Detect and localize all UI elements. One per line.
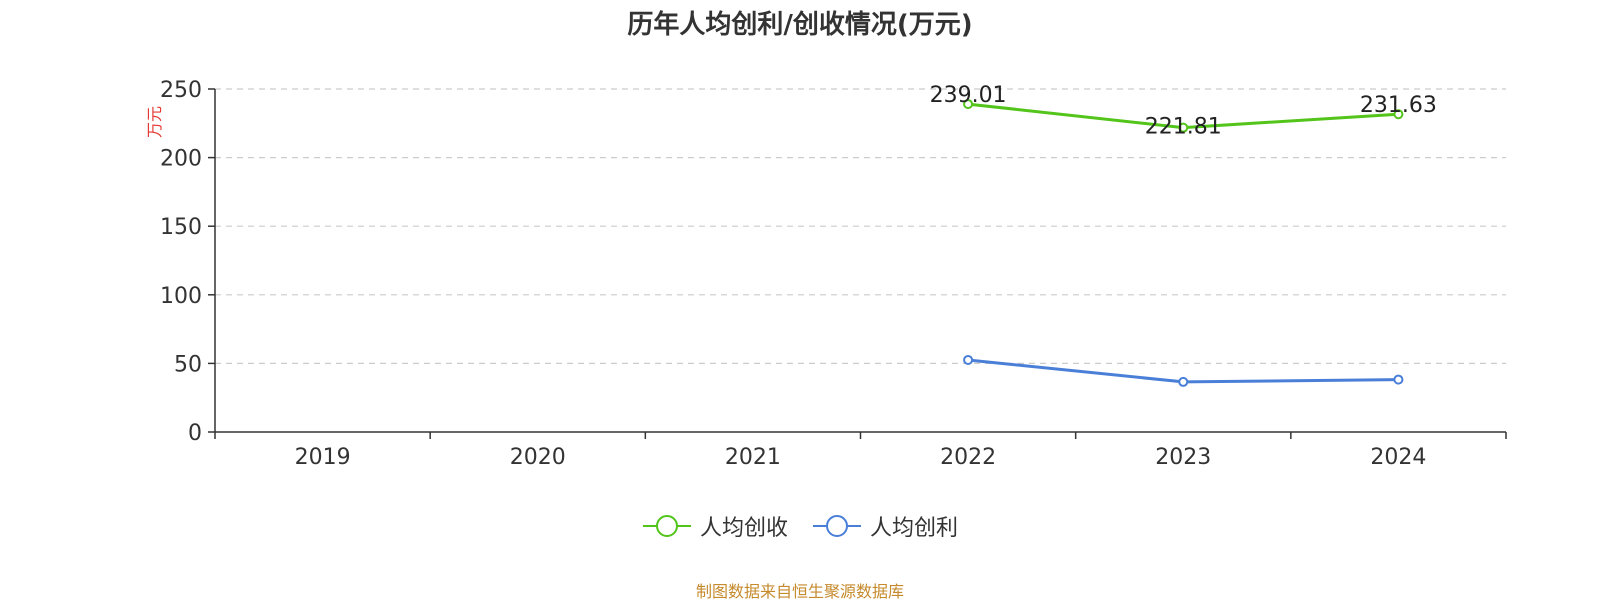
y-axis-label: 万元 [145, 106, 164, 138]
x-tick-label: 2022 [940, 445, 996, 470]
x-tick-label: 2024 [1370, 445, 1426, 470]
chart-title: 历年人均创利/创收情况(万元) [627, 10, 973, 40]
legend-item[interactable]: 人均创收 [642, 510, 788, 542]
data-point [1393, 109, 1404, 120]
y-tick-label: 200 [160, 147, 202, 172]
legend-label: 人均创利 [870, 516, 959, 541]
y-tick-label: 100 [160, 284, 202, 309]
data-label: 221.81 [1145, 115, 1222, 140]
axis-layer: 0 50 100 150 200 250 2019 2020 2021 2022 2023 2024 万… [145, 78, 1507, 470]
x-tick-label: 2023 [1155, 445, 1211, 470]
data-label: 239.01 [930, 83, 1007, 108]
y-tick-label: 50 [174, 352, 202, 377]
y-tick-label: 250 [160, 78, 202, 103]
data-point [1178, 376, 1189, 387]
legend-marker-icon [813, 515, 861, 537]
series-layer [963, 99, 1404, 387]
legend-label: 人均创收 [699, 516, 788, 541]
legend-item[interactable]: 人均创利 [812, 510, 958, 542]
y-tick-label: 0 [188, 421, 202, 446]
y-tick-label: 150 [160, 215, 202, 240]
data-label: 231.63 [1360, 93, 1437, 118]
legend: 人均创收 人均创利 [0, 506, 1600, 546]
data-point [1393, 374, 1404, 385]
grid-layer [215, 88, 1506, 364]
source-note: 制图数据来自恒生聚源数据库 [695, 582, 904, 601]
x-tick-label: 2020 [510, 445, 566, 470]
x-tick-label: 2019 [295, 445, 351, 470]
x-tick-label: 2021 [725, 445, 781, 470]
data-point [1178, 122, 1189, 133]
label-layer: 239.01 221.81 231.63 [930, 83, 1437, 140]
data-point [963, 99, 974, 110]
legend-marker-icon [642, 515, 691, 537]
data-point [963, 354, 974, 365]
